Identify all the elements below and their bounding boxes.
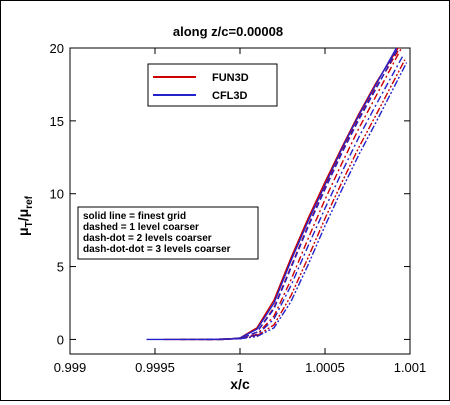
- series-line-cfl3d-dashdot: [205, 54, 404, 341]
- legend: FUN3D CFL3D: [147, 63, 278, 107]
- y-axis-label-sub1: T: [24, 221, 35, 227]
- x-tick-label: 1.001: [394, 360, 427, 375]
- x-tick-label: 0.9995: [135, 360, 175, 375]
- y-tick-label: 20: [50, 41, 64, 56]
- annotation-line: dash-dot-dot = 3 levels coarser: [83, 244, 231, 255]
- y-tick-label: 15: [50, 114, 64, 129]
- axis-ticks: 0.999 0.9995 1 1.0005 1.001 0 5 10 15 20: [50, 41, 427, 375]
- x-tick-label: 1.0005: [305, 360, 345, 375]
- y-tick-label: 0: [57, 332, 64, 347]
- series-line-fun3d-dashdotdot: [205, 59, 406, 341]
- y-tick-label: 10: [50, 187, 64, 202]
- series-layer: [146, 47, 408, 341]
- x-tick-label: 0.999: [54, 360, 87, 375]
- y-axis-label-sep: /μ: [15, 209, 31, 221]
- y-tick-label: 5: [57, 260, 64, 275]
- legend-box: [147, 63, 278, 107]
- annotation-frame: [77, 206, 259, 260]
- x-tick-label: 1: [236, 360, 243, 375]
- annotation-line: dashed = 1 level coarser: [83, 222, 199, 233]
- legend-label-fun3d: FUN3D: [212, 72, 249, 84]
- annotation-line: solid line = finest grid: [83, 211, 186, 222]
- chart-title: along z/c=0.00008: [173, 24, 283, 39]
- y-axis-label-main: μ: [15, 227, 31, 236]
- annotation-box: solid line = finest grid dashed = 1 leve…: [77, 206, 259, 260]
- legend-label-cfl3d: CFL3D: [212, 90, 248, 102]
- y-axis-label: μT/μref: [15, 195, 35, 236]
- annotation-line: dash-dot = 2 levels coarser: [83, 233, 212, 244]
- x-axis-label: x/c: [230, 376, 250, 392]
- y-axis-label-sub2: ref: [24, 195, 35, 208]
- series-line-cfl3d-dashdotdot: [205, 62, 408, 341]
